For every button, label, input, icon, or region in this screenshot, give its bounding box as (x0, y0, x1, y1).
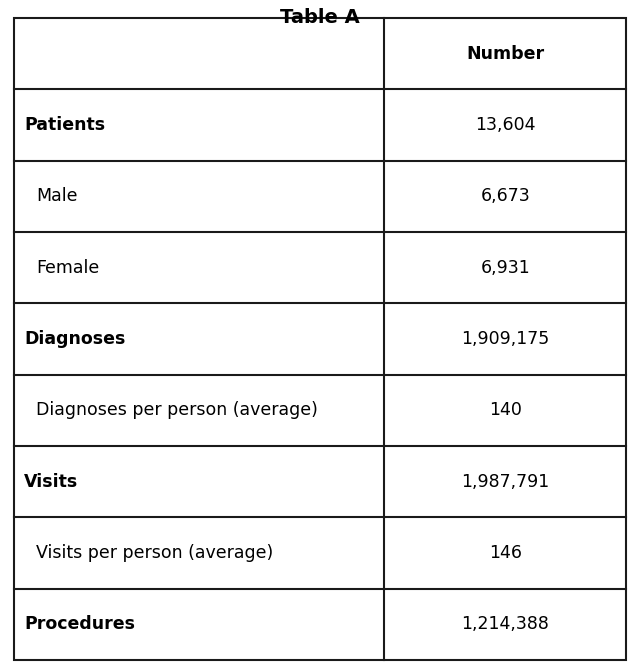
Text: Patients: Patients (24, 116, 105, 134)
Text: Visits: Visits (24, 473, 78, 491)
Text: 1,214,388: 1,214,388 (461, 616, 549, 633)
Text: Number: Number (466, 44, 544, 62)
Text: 1,909,175: 1,909,175 (461, 330, 549, 348)
Text: Table A: Table A (280, 8, 360, 27)
Text: Diagnoses: Diagnoses (24, 330, 125, 348)
Text: 146: 146 (488, 544, 522, 562)
Text: Procedures: Procedures (24, 616, 135, 633)
Text: 140: 140 (489, 401, 522, 420)
Text: 6,673: 6,673 (480, 187, 530, 205)
Text: 13,604: 13,604 (475, 116, 536, 134)
Text: 1,987,791: 1,987,791 (461, 473, 549, 491)
Text: Male: Male (36, 187, 77, 205)
Text: 6,931: 6,931 (480, 259, 530, 277)
Text: Visits per person (average): Visits per person (average) (36, 544, 273, 562)
Text: Female: Female (36, 259, 99, 277)
Text: Diagnoses per person (average): Diagnoses per person (average) (36, 401, 318, 420)
